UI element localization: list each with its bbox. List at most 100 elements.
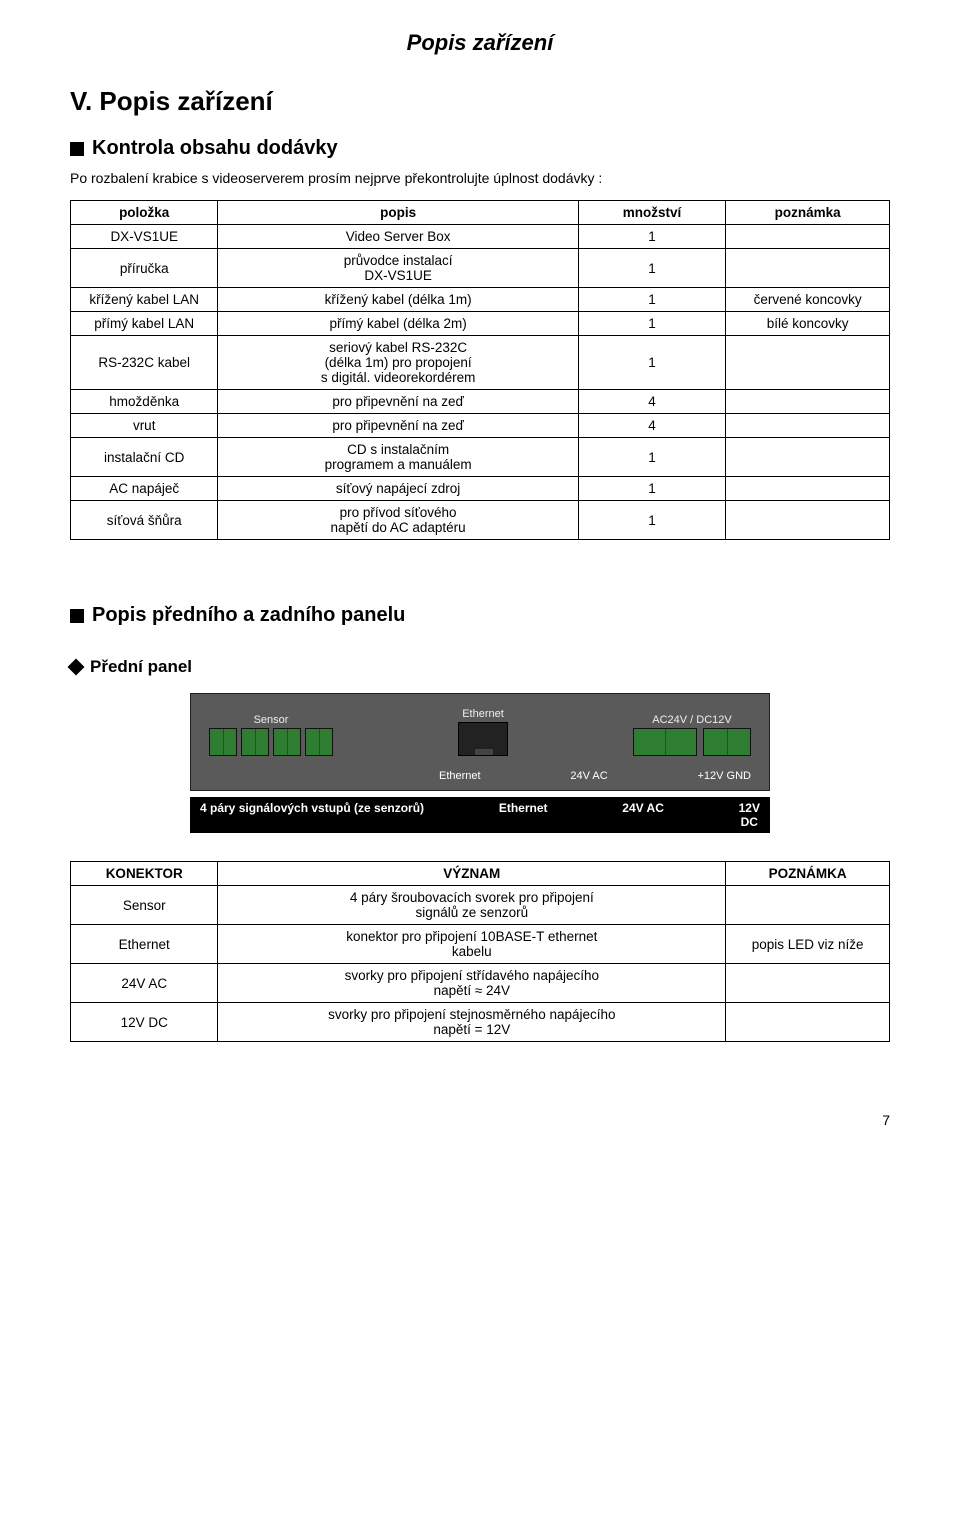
- table-cell: seriový kabel RS-232C (délka 1m) pro pro…: [218, 336, 578, 390]
- table-row: RS-232C kabelseriový kabel RS-232C (délk…: [71, 336, 890, 390]
- ethernet-label: Ethernet: [458, 708, 508, 720]
- th-desc: popis: [218, 201, 578, 225]
- table-cell: Ethernet: [71, 925, 218, 964]
- table-cell: bílé koncovky: [726, 312, 890, 336]
- table-row: instalační CDCD s instalačním programem …: [71, 438, 890, 477]
- inner-label-dc: +12V GND: [698, 770, 752, 782]
- inner-label-eth: Ethernet: [439, 770, 481, 782]
- table-cell: Video Server Box: [218, 225, 578, 249]
- sensor-port: [305, 728, 333, 756]
- table-row: 12V DCsvorky pro připojení stejnosměrnéh…: [71, 1003, 890, 1042]
- subheading-popis-panelu: Popis předního a zadního panelu: [70, 604, 890, 627]
- th-qty: množství: [578, 201, 725, 225]
- table-cell: hmožděnka: [71, 390, 218, 414]
- table-cell: 4: [578, 390, 725, 414]
- table-header-row: položka popis množství poznámka: [71, 201, 890, 225]
- table-cell: 12V DC: [71, 1003, 218, 1042]
- table-cell: popis LED viz níže: [726, 925, 890, 964]
- power-label: AC24V / DC12V: [633, 714, 751, 726]
- table-cell: přímý kabel (délka 2m): [218, 312, 578, 336]
- table-cell: 1: [578, 312, 725, 336]
- table-row: AC napáječsíťový napájecí zdroj1: [71, 477, 890, 501]
- table-cell: 4 páry šroubovacích svorek pro připojení…: [218, 886, 726, 925]
- table-row: Sensor4 páry šroubovacích svorek pro při…: [71, 886, 890, 925]
- sensor-port: [241, 728, 269, 756]
- table-row: DX-VS1UEVideo Server Box1: [71, 225, 890, 249]
- table-cell: křížený kabel (délka 1m): [218, 288, 578, 312]
- connector-table: KONEKTOR VÝZNAM POZNÁMKA Sensor4 páry šr…: [70, 861, 890, 1042]
- table-cell: CD s instalačním programem a manuálem: [218, 438, 578, 477]
- table-cell: [726, 477, 890, 501]
- table-cell: 1: [578, 438, 725, 477]
- table-cell: 24V AC: [71, 964, 218, 1003]
- table-row: křížený kabel LANkřížený kabel (délka 1m…: [71, 288, 890, 312]
- page-number: 7: [70, 1112, 890, 1128]
- square-bullet-icon: [70, 609, 84, 623]
- subheading-text: Popis předního a zadního panelu: [92, 604, 405, 627]
- table-cell: RS-232C kabel: [71, 336, 218, 390]
- table-cell: [726, 964, 890, 1003]
- photo-inner-labels: Ethernet 24V AC +12V GND: [209, 770, 751, 782]
- section-title: V. Popis zařízení: [70, 86, 890, 117]
- th-connector: KONEKTOR: [71, 862, 218, 886]
- th-note: POZNÁMKA: [726, 862, 890, 886]
- page-header: Popis zařízení: [70, 30, 890, 56]
- table-cell: 4: [578, 414, 725, 438]
- table-cell: [726, 225, 890, 249]
- table-cell: červené koncovky: [726, 288, 890, 312]
- annot-sensors: 4 páry signálových vstupů (ze senzorů): [200, 801, 424, 829]
- device-photo: Sensor Ethernet AC24V / DC12V: [190, 693, 770, 791]
- table-cell: 1: [578, 477, 725, 501]
- table-cell: Sensor: [71, 886, 218, 925]
- table-cell: [726, 438, 890, 477]
- ethernet-port: [458, 722, 508, 756]
- subheading-text: Kontrola obsahu dodávky: [92, 137, 338, 160]
- annot-dc: 12V DC: [739, 801, 760, 829]
- table-cell: přímý kabel LAN: [71, 312, 218, 336]
- table-cell: pro připevnění na zeď: [218, 414, 578, 438]
- table-cell: síťový napájecí zdroj: [218, 477, 578, 501]
- table-cell: [726, 390, 890, 414]
- table-header-row: KONEKTOR VÝZNAM POZNÁMKA: [71, 862, 890, 886]
- table-cell: konektor pro připojení 10BASE-T ethernet…: [218, 925, 726, 964]
- square-bullet-icon: [70, 142, 84, 156]
- table-cell: 1: [578, 288, 725, 312]
- table-cell: svorky pro připojení stejnosměrného napá…: [218, 1003, 726, 1042]
- dc12v-port: [703, 728, 751, 756]
- table-cell: 1: [578, 249, 725, 288]
- table-row: síťová šňůrapro přívod síťového napětí d…: [71, 501, 890, 540]
- table-row: příručkaprůvodce instalací DX-VS1UE1: [71, 249, 890, 288]
- table-cell: síťová šňůra: [71, 501, 218, 540]
- sensor-group: Sensor: [209, 714, 333, 756]
- table-row: Ethernetkonektor pro připojení 10BASE-T …: [71, 925, 890, 964]
- table-cell: křížený kabel LAN: [71, 288, 218, 312]
- table-cell: [726, 886, 890, 925]
- table-cell: průvodce instalací DX-VS1UE: [218, 249, 578, 288]
- table-cell: pro připevnění na zeď: [218, 390, 578, 414]
- ac24v-port: [633, 728, 697, 756]
- device-photo-wrap: Sensor Ethernet AC24V / DC12V: [70, 693, 890, 833]
- table-cell: příručka: [71, 249, 218, 288]
- inner-label-ac: 24V AC: [570, 770, 607, 782]
- table-row: vrutpro připevnění na zeď4: [71, 414, 890, 438]
- table-cell: AC napáječ: [71, 477, 218, 501]
- table-cell: 1: [578, 501, 725, 540]
- th-item: položka: [71, 201, 218, 225]
- table-cell: 1: [578, 336, 725, 390]
- delivery-table: položka popis množství poznámka DX-VS1UE…: [70, 200, 890, 540]
- table-cell: [726, 1003, 890, 1042]
- intro-paragraph: Po rozbalení krabice s videoserverem pro…: [70, 170, 890, 186]
- table-cell: [726, 249, 890, 288]
- th-note: poznámka: [726, 201, 890, 225]
- table-cell: [726, 336, 890, 390]
- subheading-kontrola: Kontrola obsahu dodávky: [70, 137, 890, 160]
- table-cell: instalační CD: [71, 438, 218, 477]
- th-meaning: VÝZNAM: [218, 862, 726, 886]
- table-row: 24V ACsvorky pro připojení střídavého na…: [71, 964, 890, 1003]
- table-row: přímý kabel LANpřímý kabel (délka 2m)1bí…: [71, 312, 890, 336]
- table-cell: [726, 414, 890, 438]
- annot-eth: Ethernet: [499, 801, 548, 829]
- power-group: AC24V / DC12V: [633, 714, 751, 756]
- ethernet-group: Ethernet: [458, 708, 508, 756]
- sensor-port: [209, 728, 237, 756]
